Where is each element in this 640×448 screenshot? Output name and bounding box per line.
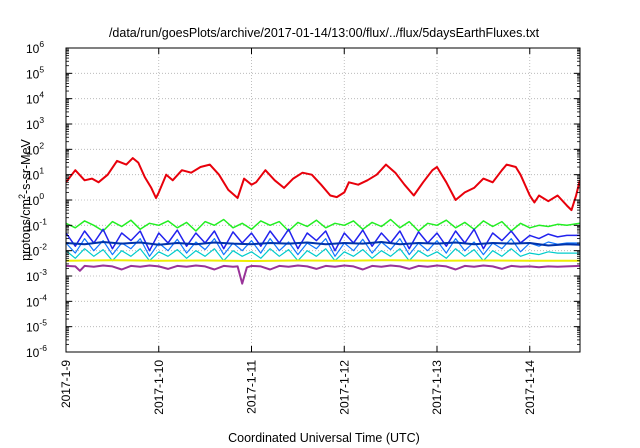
x-tick-label: 2017-1-12 <box>337 360 351 415</box>
series-line-8 <box>66 264 580 285</box>
plot-border <box>65 47 581 353</box>
x-axis-label: Coordinated Universal Time (UTC) <box>228 431 420 445</box>
y-tick-label: 10-1 <box>26 216 47 233</box>
x-tick-label: 2017-1-10 <box>152 360 166 415</box>
series-line-7 <box>66 259 580 262</box>
y-tick-label: 100 <box>26 191 44 208</box>
series-layer <box>66 157 580 285</box>
x-axis-ticks: 2017-1-9 2017-1-10 2017-1-11 2017-1-12 2017-… <box>59 48 537 415</box>
series-line-6 <box>66 248 580 262</box>
plot-frame <box>65 47 581 353</box>
y-tick-label: 10-3 <box>26 267 47 284</box>
series-line-1 <box>66 157 580 212</box>
y-tick-label: 10-4 <box>26 292 47 309</box>
x-tick-label: 2017-1-14 <box>523 360 537 415</box>
y-axis-label: protons/cm2-s-sr-MeV <box>17 138 33 260</box>
x-tick-label: 2017-1-13 <box>430 360 444 415</box>
x-tick-label: 2017-1-11 <box>245 360 259 414</box>
series-line-2 <box>66 218 580 232</box>
x-tick-label: 2017-1-9 <box>59 360 73 408</box>
y-tick-label: 104 <box>26 90 44 107</box>
series-line-4 <box>66 238 580 257</box>
y-tick-label: 101 <box>26 166 44 183</box>
y-tick-label: 10-6 <box>26 343 47 360</box>
y-tick-label: 103 <box>26 115 44 132</box>
y-tick-label: 105 <box>26 64 44 81</box>
y-tick-label: 102 <box>26 140 44 157</box>
series-line-5 <box>66 241 580 247</box>
grid-lines <box>66 48 580 352</box>
chart-title: /data/run/goesPlots/archive/2017-01-14/1… <box>109 26 540 40</box>
y-axis-ticks: 10-6 10-5 10-4 10-3 10-2 10-1 100 101 102 103 104 1… <box>26 39 580 360</box>
y-tick-label: 106 <box>26 39 44 56</box>
y-tick-label: 10-2 <box>26 242 47 259</box>
y-tick-label: 10-5 <box>26 318 47 335</box>
series-line-3 <box>66 228 580 252</box>
